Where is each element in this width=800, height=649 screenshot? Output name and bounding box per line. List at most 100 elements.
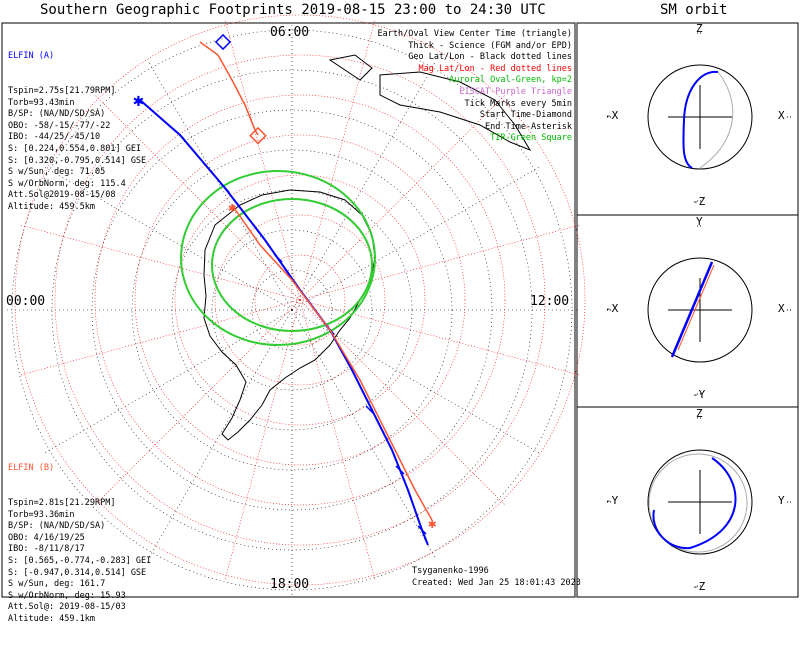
antarctica-coastline — [203, 189, 376, 441]
sm-orbit-a-xz — [682, 70, 719, 169]
elfin-b-info-line: Att.Sol@: 2019-08-15/03 — [8, 602, 126, 613]
elfin-b-end-diamond — [249, 126, 267, 145]
elfin-a-info-line: S: [0.320,-0.795,0.514] GSE — [8, 155, 147, 166]
elfin-b-footprint-upper — [199, 41, 259, 136]
mag-longitude-line — [19, 299, 301, 376]
geo-longitude-line — [291, 63, 435, 311]
elfin-a-tick-mark — [220, 183, 230, 193]
figure-title: Southern Geographic Footprints 2019-08-1… — [40, 2, 546, 18]
sm-axis-label-bottom: -Z — [692, 580, 706, 593]
elfin-b-name: ELFIN (B) — [8, 463, 55, 474]
elfin-a-info-line: Torb=93.43min — [8, 97, 75, 108]
elfin-a-info-line: Att.Sol@2019-08-15/08 — [8, 190, 116, 201]
mag-latitude-circle — [94, 94, 506, 506]
mag-latitude-circle — [134, 134, 466, 466]
sm-axis-label-bottom: -Y — [692, 388, 706, 401]
mag-latitude-circle — [254, 254, 346, 346]
mag-longitude-line — [299, 299, 581, 376]
sm-axis-label-right: X — [778, 109, 785, 122]
elfin-b-info-line: S: [0.565,-0.774,-0.283] GEI — [8, 555, 152, 566]
elfin-a-tick-mark — [273, 253, 283, 263]
elfin-a-info: ELFIN (A) Tspin=2.75s[21.79RPM] Torb=93.4… — [8, 28, 146, 237]
sm-axis-label-top: Y — [696, 215, 703, 228]
elfin-a-tick-mark — [417, 525, 427, 535]
footprint-figure: Southern Geographic Footprints 2019-08-1… — [1, 2, 799, 624]
sm-axis-label-left: -X — [605, 302, 619, 315]
mag-longitude-line — [224, 299, 301, 581]
elfin-a-info-line: Altitude: 459.5km — [8, 201, 95, 212]
elfin-b-info-line: B/SP: (NA/ND/SD/SA) — [8, 521, 106, 532]
sm-axis-label-bottom: -Z — [692, 195, 706, 208]
elfin-b-info-line: Altitude: 459.1km — [8, 613, 95, 624]
legend-entry: EISCAT-Purple Triangle — [459, 87, 572, 97]
elfin-b-info-line: S w/Sun, deg: 161.7 — [8, 579, 106, 590]
sm-axis-label-left: -X — [605, 109, 619, 122]
legend-entry: Mag Lat/Lon - Red dotted lines — [418, 63, 572, 74]
mag-longitude-line — [299, 224, 581, 301]
geo-longitude-line — [291, 309, 435, 557]
sm-orbit-a-yz — [652, 457, 737, 550]
auroral-oval-outer — [180, 170, 376, 346]
elfin-b-info-line: IBO: -8/11/8/17 — [8, 544, 85, 555]
island-coastline — [328, 54, 373, 81]
mag-latitude-circle — [174, 174, 426, 426]
mag-latitude-circle — [14, 14, 586, 586]
clock-label-bottom: 18:00 — [270, 577, 310, 592]
elfin-a-tick-mark — [395, 465, 405, 475]
legend-entry: Geo Lat/Lon - Black dotted lines — [408, 52, 572, 63]
elfin-a-info-line: S w/OrbNorm, deg: 115.4 — [8, 178, 126, 189]
elfin-a-name: ELFIN (A) — [8, 51, 55, 62]
sm-earth-circle — [647, 449, 753, 555]
geo-longitude-line — [291, 167, 539, 311]
sm-orbit-b-yz — [648, 453, 748, 553]
mag-latitude-circle — [54, 54, 546, 546]
sm-orbit-title: SM orbit — [660, 2, 728, 18]
model-credit: Tsyganenko-1996 — [412, 566, 489, 576]
elfin-a-info-line: S: [0.224,0.554,0.801] GEI — [8, 143, 142, 154]
mag-longitude-line — [94, 299, 301, 506]
mag-longitude-line — [19, 224, 301, 301]
sm-orbit-b-xy — [677, 264, 715, 351]
sm-orbit-a-xy — [670, 261, 714, 358]
sm-earth-circle — [647, 64, 753, 170]
mag-longitude-line — [299, 19, 376, 301]
legend-entry: Earth/Oval View Center Time (triangle) — [377, 29, 572, 39]
clock-label-right: 12:00 — [530, 294, 570, 309]
clock-label-left: 00:00 — [6, 294, 46, 309]
elfin-b-end-asterisk: ✱ — [428, 516, 437, 532]
elfin-a-info-line: OBO: -58/-15/-77/-22 — [8, 120, 111, 131]
mag-longitude-line — [299, 299, 376, 581]
australia-coastline — [379, 71, 532, 152]
mag-longitude-line — [224, 19, 301, 301]
legend-entry: Tick Marks every 5min — [464, 98, 572, 109]
elfin-b-info-line: Torb=93.36min — [8, 509, 75, 520]
elfin-b-info-line: S: [-0.947,0.314,0.514] GSE — [8, 567, 147, 578]
elfin-b-info: ELFIN (B) Tspin=2.81s[21.29RPM] Torb=93.3… — [8, 440, 151, 649]
legend-entry: Thick - Science (FGM and/or EPD) — [408, 40, 572, 51]
elfin-a-start-asterisk: ✱ — [133, 90, 144, 111]
mag-longitude-line — [299, 94, 506, 301]
legend-entry: Auroral Oval-Green, kp=2 — [449, 75, 572, 86]
elfin-b-info-line: S w/OrbNorm, deg: 15.93 — [8, 590, 126, 601]
figure-canvas: ✱ ✱ ✱ — [1, 14, 799, 598]
elfin-a-info-line: Tspin=2.75s[21.79RPM] — [8, 85, 116, 96]
created-timestamp: Created: Wed Jan 25 18:01:43 2023 — [412, 578, 581, 588]
sm-axis-label-right: Y — [778, 494, 785, 507]
mag-longitude-line — [94, 94, 301, 301]
mag-latitude-circle — [214, 214, 386, 386]
legend-entry: Start Time-Diamond — [479, 110, 572, 121]
sm-axis-label-right: X — [778, 302, 785, 315]
elfin-b-info-line: OBO: 4/16/19/25 — [8, 532, 85, 543]
sm-axis-label-left: -Y — [605, 494, 619, 507]
sm-orbit-b-xz — [699, 71, 734, 169]
geo-longitude-line — [45, 309, 293, 453]
elfin-a-footprint-track — [139, 99, 429, 546]
elfin-b-footprint-lower — [231, 204, 433, 521]
sm-axis-label-top: Z — [696, 407, 703, 420]
elfin-a-tick-mark — [175, 130, 185, 140]
elfin-a-info-line: B/SP: (NA/ND/SD/SA) — [8, 109, 106, 120]
sm-earth-circle — [647, 257, 753, 363]
mag-longitude-line — [299, 299, 506, 506]
auroral-oval-inner — [211, 198, 373, 332]
elfin-b-asterisk: ✱ — [228, 200, 237, 216]
